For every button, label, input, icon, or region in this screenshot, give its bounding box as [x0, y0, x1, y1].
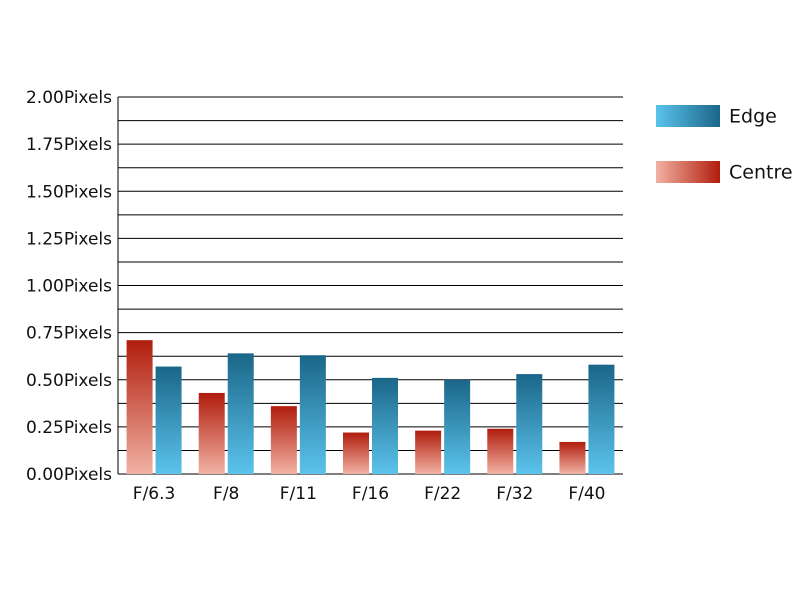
bar — [227, 353, 254, 474]
bar — [415, 430, 442, 474]
bar — [299, 355, 326, 474]
legend-swatch — [656, 161, 720, 183]
x-tick-label: F/32 — [496, 484, 533, 504]
bar — [126, 340, 153, 474]
y-tick-label: 0.25Pixels — [26, 418, 112, 438]
x-tick-label: F/22 — [424, 484, 461, 504]
x-tick-label: F/11 — [280, 484, 317, 504]
bar — [372, 377, 398, 474]
bar — [588, 364, 615, 474]
y-tick-label: 0.50Pixels — [26, 371, 112, 391]
y-tick-label: 1.50Pixels — [26, 182, 112, 202]
y-tick-label: 0.75Pixels — [26, 324, 112, 344]
bar — [270, 406, 297, 474]
y-tick-label: 1.25Pixels — [26, 229, 112, 249]
bar — [198, 392, 225, 474]
legend-swatch — [656, 105, 720, 127]
x-tick-label: F/8 — [213, 484, 239, 504]
bar — [516, 374, 543, 474]
legend-label: Edge — [729, 106, 777, 128]
y-tick-label: 0.00Pixels — [26, 465, 112, 485]
legend-label: Centre — [729, 162, 793, 184]
x-tick-label: F/40 — [568, 484, 605, 504]
x-tick-label: F/16 — [352, 484, 389, 504]
x-tick-label: F/6.3 — [133, 484, 176, 504]
y-tick-label: 1.75Pixels — [26, 135, 112, 155]
bar — [487, 428, 514, 474]
bar — [559, 441, 586, 474]
bar — [444, 379, 471, 474]
y-tick-label: 1.00Pixels — [26, 277, 112, 297]
y-tick-label: 2.00Pixels — [26, 88, 112, 108]
bar — [155, 366, 182, 474]
bar — [343, 432, 369, 474]
